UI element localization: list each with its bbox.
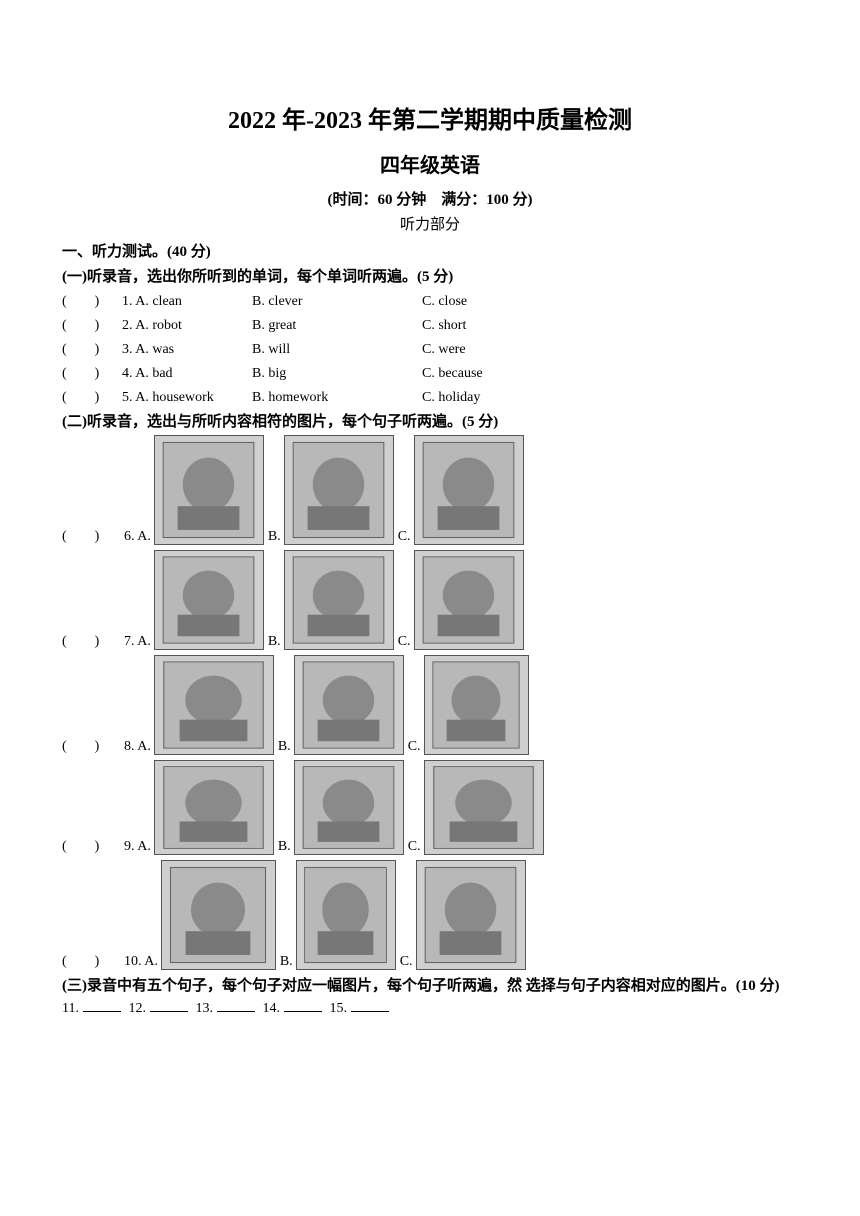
mcq-row-3: ( ) 3. A. wasB. willC. were bbox=[62, 338, 798, 362]
option-image-a bbox=[161, 860, 276, 970]
answer-paren: ( ) bbox=[62, 290, 122, 314]
option-image-b bbox=[284, 550, 394, 650]
option-b: B. homework bbox=[252, 386, 422, 410]
image-question-row-6: ( ) 6. A. B. C. bbox=[62, 435, 798, 545]
blank-label-11: 11. bbox=[62, 1001, 79, 1016]
blank-15 bbox=[351, 1011, 389, 1012]
option-image-c bbox=[414, 435, 524, 545]
option-image-c bbox=[424, 760, 544, 855]
option-b: B. big bbox=[252, 362, 422, 386]
option-a: 3. A. was bbox=[122, 338, 252, 362]
answer-paren: ( ) bbox=[62, 630, 122, 650]
option-label-a: 9. A. bbox=[122, 839, 154, 855]
blank-14 bbox=[284, 1011, 322, 1012]
title-sub: 四年级英语 bbox=[62, 149, 798, 178]
option-label-c: C. bbox=[396, 529, 414, 545]
title-meta: (时间：60 分钟 满分：100 分) bbox=[62, 188, 798, 209]
option-image-c bbox=[424, 655, 529, 755]
option-label-c: C. bbox=[398, 954, 416, 970]
option-image-a bbox=[154, 760, 274, 855]
mcq-row-5: ( ) 5. A. houseworkB. homeworkC. holiday bbox=[62, 386, 798, 410]
option-label-a: 8. A. bbox=[122, 739, 154, 755]
option-c: C. short bbox=[422, 314, 798, 338]
option-c: C. because bbox=[422, 362, 798, 386]
blank-label-15: 15. bbox=[329, 1001, 347, 1016]
blank-11 bbox=[83, 1011, 121, 1012]
option-image-c bbox=[416, 860, 526, 970]
blank-label-13: 13. bbox=[195, 1001, 213, 1016]
answer-paren: ( ) bbox=[62, 950, 122, 970]
blank-13 bbox=[217, 1011, 255, 1012]
option-b: B. clever bbox=[252, 290, 422, 314]
subsection-2-heading: (二)听录音，选出与所听内容相符的图片，每个句子听两遍。(5 分) bbox=[62, 410, 798, 431]
mcq-row-4: ( ) 4. A. badB. bigC. because bbox=[62, 362, 798, 386]
option-label-b: B. bbox=[276, 839, 294, 855]
option-a: 2. A. robot bbox=[122, 314, 252, 338]
mcq-row-2: ( ) 2. A. robotB. greatC. short bbox=[62, 314, 798, 338]
blank-label-12: 12. bbox=[128, 1001, 146, 1016]
option-c: C. holiday bbox=[422, 386, 798, 410]
subsection-1-heading: (一)听录音，选出你所听到的单词，每个单词听两遍。(5 分) bbox=[62, 265, 798, 286]
subsection-3-heading: (三)录音中有五个句子，每个句子对应一幅图片，每个句子听两遍，然 选择与句子内容… bbox=[62, 975, 798, 997]
answer-paren: ( ) bbox=[62, 835, 122, 855]
mcq-row-1: ( ) 1. A. cleanB. cleverC. close bbox=[62, 290, 798, 314]
option-image-b bbox=[284, 435, 394, 545]
option-image-c bbox=[414, 550, 524, 650]
image-question-row-10: ( ) 10. A. B. C. bbox=[62, 860, 798, 970]
option-image-a bbox=[154, 550, 264, 650]
option-c: C. were bbox=[422, 338, 798, 362]
option-a: 5. A. housework bbox=[122, 386, 252, 410]
option-image-a bbox=[154, 435, 264, 545]
option-label-b: B. bbox=[276, 739, 294, 755]
blank-label-14: 14. bbox=[262, 1001, 280, 1016]
answer-paren: ( ) bbox=[62, 386, 122, 410]
answer-paren: ( ) bbox=[62, 362, 122, 386]
answer-paren: ( ) bbox=[62, 338, 122, 362]
image-question-row-9: ( ) 9. A. B. C. bbox=[62, 760, 798, 855]
option-label-b: B. bbox=[266, 634, 284, 650]
option-a: 1. A. clean bbox=[122, 290, 252, 314]
blank-12 bbox=[150, 1011, 188, 1012]
option-label-c: C. bbox=[406, 739, 424, 755]
title-main: 2022 年-2023 年第二学期期中质量检测 bbox=[62, 100, 798, 135]
option-a: 4. A. bad bbox=[122, 362, 252, 386]
option-label-b: B. bbox=[278, 954, 296, 970]
option-b: B. great bbox=[252, 314, 422, 338]
answer-paren: ( ) bbox=[62, 525, 122, 545]
option-image-b bbox=[294, 655, 404, 755]
blanks-row: 11. 12. 13. 14. 15. bbox=[62, 1001, 798, 1017]
option-label-c: C. bbox=[406, 839, 424, 855]
option-label-c: C. bbox=[396, 634, 414, 650]
option-b: B. will bbox=[252, 338, 422, 362]
option-label-a: 6. A. bbox=[122, 529, 154, 545]
section-1-heading: 一、听力测试。(40 分) bbox=[62, 240, 798, 261]
answer-paren: ( ) bbox=[62, 314, 122, 338]
option-c: C. close bbox=[422, 290, 798, 314]
image-question-row-8: ( ) 8. A. B. C. bbox=[62, 655, 798, 755]
answer-paren: ( ) bbox=[62, 735, 122, 755]
option-label-a: 7. A. bbox=[122, 634, 154, 650]
option-label-b: B. bbox=[266, 529, 284, 545]
option-image-a bbox=[154, 655, 274, 755]
option-label-a: 10. A. bbox=[122, 954, 161, 970]
title-part: 听力部分 bbox=[62, 213, 798, 234]
image-question-row-7: ( ) 7. A. B. C. bbox=[62, 550, 798, 650]
option-image-b bbox=[296, 860, 396, 970]
option-image-b bbox=[294, 760, 404, 855]
